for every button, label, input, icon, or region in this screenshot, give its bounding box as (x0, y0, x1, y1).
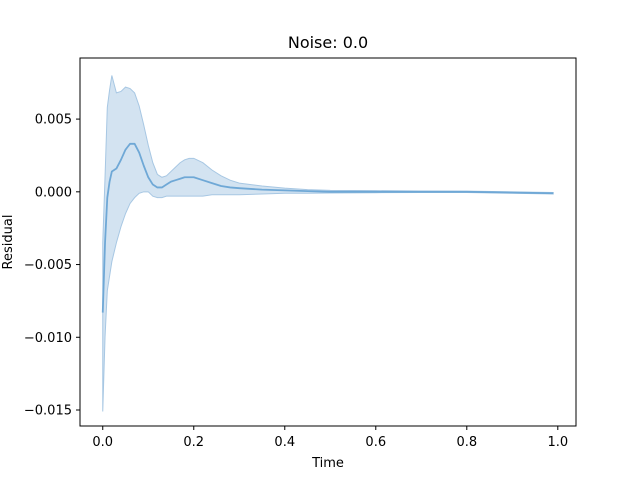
x-tick-label: 0.0 (92, 435, 113, 450)
y-tick-label: −0.010 (24, 331, 72, 346)
x-tick-label: 0.4 (274, 435, 295, 450)
series-line (101, 142, 554, 313)
x-tick-label: 1.0 (547, 435, 568, 450)
plot-frame (79, 57, 577, 427)
y-axis: −0.015 −0.010 −0.005 0.000 0.005 (24, 113, 80, 419)
x-axis: 0.0 0.2 0.4 0.6 0.8 1.0 (92, 426, 568, 450)
y-axis-label: Residual (1, 215, 16, 270)
y-tick-label: 0.005 (35, 113, 72, 128)
x-tick-label: 0.2 (183, 435, 204, 450)
y-tick-label: −0.015 (24, 404, 72, 419)
chart-title: Noise: 0.0 (288, 33, 368, 52)
y-tick-label: 0.000 (35, 185, 72, 200)
confidence-band-layer (102, 75, 554, 412)
x-tick-label: 0.6 (365, 435, 386, 450)
x-axis-label: Time (311, 456, 344, 471)
x-tick-label: 0.8 (456, 435, 477, 450)
confidence-band (102, 75, 554, 412)
series-line-layer (101, 142, 554, 313)
y-tick-label: −0.005 (24, 258, 72, 273)
